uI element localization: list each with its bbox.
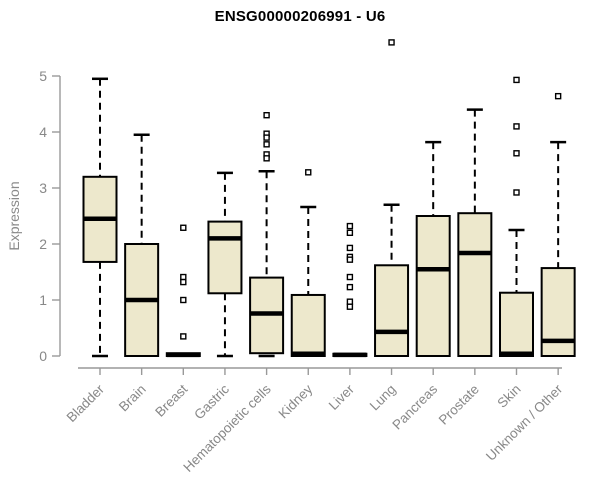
y-tick-label: 3 bbox=[39, 180, 47, 196]
outlier-point bbox=[263, 111, 270, 119]
outlier-point bbox=[513, 76, 520, 84]
y-tick-label: 5 bbox=[39, 68, 47, 84]
y-tick-label: 0 bbox=[39, 348, 47, 364]
outlier-point bbox=[346, 273, 354, 281]
outlier-point bbox=[513, 189, 520, 196]
outlier-point bbox=[346, 303, 354, 310]
category-label: Unknown / Other bbox=[483, 381, 566, 464]
outlier-point bbox=[263, 155, 270, 162]
category-label: Pancreas bbox=[389, 381, 440, 432]
box-rect bbox=[374, 264, 410, 357]
outlier-point bbox=[346, 256, 354, 263]
category-label: Skin bbox=[494, 382, 523, 411]
outlier-point bbox=[180, 224, 187, 231]
category-label: Kidney bbox=[276, 381, 316, 421]
box-rect bbox=[290, 293, 326, 357]
y-tick-label: 1 bbox=[39, 292, 47, 308]
category-label: Breast bbox=[152, 381, 190, 419]
outlier-point bbox=[305, 169, 312, 176]
outlier-point bbox=[346, 229, 354, 237]
y-tick-label: 4 bbox=[39, 124, 47, 140]
category-label: Gastric bbox=[191, 381, 232, 422]
box-rect bbox=[457, 212, 493, 357]
outlier-point bbox=[346, 298, 354, 305]
outlier-point bbox=[513, 150, 520, 157]
box-rect bbox=[499, 291, 534, 357]
outlier-point bbox=[263, 134, 270, 141]
category-label: Brain bbox=[116, 382, 149, 415]
outlier-point bbox=[180, 273, 187, 281]
box-rect bbox=[207, 220, 243, 295]
outlier-point bbox=[180, 333, 187, 340]
category-label: Lung bbox=[367, 382, 399, 414]
outlier-point bbox=[513, 123, 520, 130]
outlier-point bbox=[346, 222, 354, 230]
outlier-point bbox=[346, 283, 354, 291]
category-label: Bladder bbox=[64, 381, 108, 425]
outlier-point bbox=[180, 278, 187, 286]
outlier-point bbox=[346, 244, 354, 252]
chart-title: ENSG00000206991 - U6 bbox=[214, 8, 386, 25]
outlier-point bbox=[263, 141, 270, 148]
box-rect bbox=[415, 215, 451, 357]
outlier-point bbox=[180, 296, 187, 304]
y-tick-label: 2 bbox=[39, 236, 47, 252]
category-label: Prostate bbox=[436, 382, 482, 428]
category-label: Liver bbox=[326, 381, 358, 413]
outlier-point bbox=[554, 92, 562, 100]
outlier-point bbox=[388, 39, 395, 46]
y-axis-title: Expression bbox=[6, 181, 22, 251]
